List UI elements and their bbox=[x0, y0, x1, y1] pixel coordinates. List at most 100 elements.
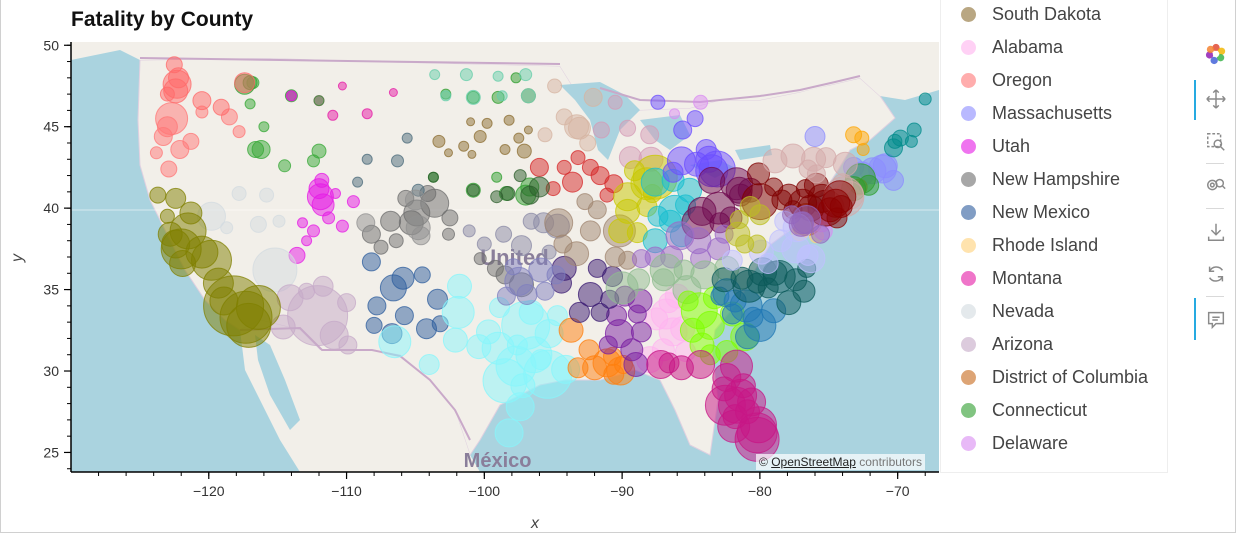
data-point[interactable] bbox=[795, 179, 815, 199]
data-point[interactable] bbox=[165, 56, 183, 74]
data-point[interactable] bbox=[272, 214, 286, 228]
data-point[interactable] bbox=[335, 219, 349, 233]
legend-item[interactable]: New Hampshire bbox=[961, 167, 1120, 191]
data-point[interactable] bbox=[640, 125, 660, 145]
data-point[interactable] bbox=[337, 293, 357, 313]
data-point[interactable] bbox=[918, 92, 932, 106]
data-point[interactable] bbox=[153, 127, 173, 146]
data-point[interactable] bbox=[458, 140, 470, 152]
data-point[interactable] bbox=[887, 133, 903, 149]
data-point[interactable] bbox=[447, 273, 472, 299]
data-point[interactable] bbox=[729, 210, 749, 229]
data-point[interactable] bbox=[854, 130, 870, 146]
data-point[interactable] bbox=[418, 354, 440, 375]
data-point[interactable] bbox=[757, 253, 779, 274]
data-point[interactable] bbox=[160, 160, 178, 178]
data-point[interactable] bbox=[590, 302, 610, 322]
data-point[interactable] bbox=[523, 125, 533, 135]
data-point[interactable] bbox=[327, 109, 339, 121]
data-point[interactable] bbox=[492, 70, 504, 82]
data-point[interactable] bbox=[516, 284, 538, 305]
data-point[interactable] bbox=[520, 185, 540, 205]
data-point[interactable] bbox=[546, 265, 566, 285]
data-point[interactable] bbox=[735, 324, 760, 350]
data-point[interactable] bbox=[555, 108, 573, 126]
data-point[interactable] bbox=[647, 205, 669, 227]
data-point[interactable] bbox=[338, 335, 358, 355]
legend-item[interactable]: South Dakota bbox=[961, 2, 1101, 26]
data-point[interactable] bbox=[782, 205, 802, 225]
data-point[interactable] bbox=[579, 220, 601, 242]
data-point[interactable] bbox=[556, 159, 572, 175]
data-point[interactable] bbox=[686, 110, 704, 128]
data-point[interactable] bbox=[391, 266, 415, 290]
data-point[interactable] bbox=[258, 121, 270, 133]
data-point[interactable] bbox=[769, 229, 793, 253]
data-point[interactable] bbox=[506, 334, 528, 356]
data-point[interactable] bbox=[645, 307, 669, 331]
data-point[interactable] bbox=[441, 209, 459, 227]
legend-item[interactable]: Arizona bbox=[961, 332, 1053, 356]
hover-tool-icon[interactable] bbox=[1202, 306, 1230, 334]
data-point[interactable] bbox=[673, 120, 693, 140]
data-point[interactable] bbox=[856, 143, 870, 156]
data-point[interactable] bbox=[441, 295, 475, 329]
data-point[interactable] bbox=[212, 98, 230, 116]
legend-item[interactable]: Delaware bbox=[961, 431, 1068, 455]
data-point[interactable] bbox=[165, 187, 187, 209]
data-point[interactable] bbox=[757, 277, 779, 299]
data-point[interactable] bbox=[231, 186, 247, 201]
data-point[interactable] bbox=[159, 86, 175, 102]
data-point[interactable] bbox=[797, 244, 819, 266]
data-point[interactable] bbox=[513, 132, 525, 144]
data-point[interactable] bbox=[829, 195, 853, 218]
data-point[interactable] bbox=[476, 319, 501, 345]
data-point[interactable] bbox=[650, 94, 666, 110]
data-point[interactable] bbox=[465, 89, 481, 105]
legend-item[interactable]: Rhode Island bbox=[961, 233, 1098, 257]
data-point[interactable] bbox=[301, 235, 313, 247]
data-point[interactable] bbox=[473, 130, 487, 143]
data-point[interactable] bbox=[249, 215, 267, 233]
data-point[interactable] bbox=[149, 186, 167, 204]
data-point[interactable] bbox=[581, 158, 599, 176]
data-point[interactable] bbox=[541, 244, 557, 260]
data-point[interactable] bbox=[735, 234, 755, 254]
legend-item[interactable]: New Mexico bbox=[961, 200, 1090, 224]
bokeh-logo-icon[interactable] bbox=[1202, 40, 1230, 68]
data-point[interactable] bbox=[380, 210, 402, 232]
data-point[interactable] bbox=[247, 141, 265, 158]
legend-item[interactable]: Alabama bbox=[961, 35, 1063, 59]
data-point[interactable] bbox=[298, 282, 316, 300]
data-point[interactable] bbox=[494, 418, 524, 448]
data-point[interactable] bbox=[466, 117, 476, 127]
data-point[interactable] bbox=[631, 249, 651, 269]
data-point[interactable] bbox=[361, 252, 381, 272]
data-point[interactable] bbox=[473, 252, 487, 266]
data-point[interactable] bbox=[466, 183, 480, 197]
data-point[interactable] bbox=[535, 281, 555, 301]
data-point[interactable] bbox=[442, 227, 455, 241]
data-point[interactable] bbox=[322, 211, 336, 225]
data-point[interactable] bbox=[693, 94, 709, 110]
data-point[interactable] bbox=[627, 268, 651, 292]
data-point[interactable] bbox=[312, 275, 334, 297]
data-point[interactable] bbox=[244, 98, 256, 110]
data-point[interactable] bbox=[192, 91, 212, 111]
data-point[interactable] bbox=[432, 134, 446, 148]
data-point[interactable] bbox=[491, 171, 503, 183]
legend-item[interactable]: Connecticut bbox=[961, 398, 1087, 422]
data-point[interactable] bbox=[721, 249, 743, 271]
data-point[interactable] bbox=[442, 327, 468, 353]
data-point[interactable] bbox=[490, 190, 504, 204]
data-point[interactable] bbox=[459, 68, 473, 82]
data-point[interactable] bbox=[568, 301, 590, 323]
wheel-zoom-tool-icon[interactable] bbox=[1202, 171, 1230, 199]
data-point[interactable] bbox=[388, 88, 398, 97]
legend-item[interactable]: District of Columbia bbox=[961, 365, 1148, 389]
data-point[interactable] bbox=[811, 224, 830, 244]
data-point[interactable] bbox=[529, 157, 549, 177]
data-point[interactable] bbox=[270, 314, 296, 340]
legend-item[interactable]: Montana bbox=[961, 266, 1062, 290]
data-point[interactable] bbox=[742, 306, 764, 328]
